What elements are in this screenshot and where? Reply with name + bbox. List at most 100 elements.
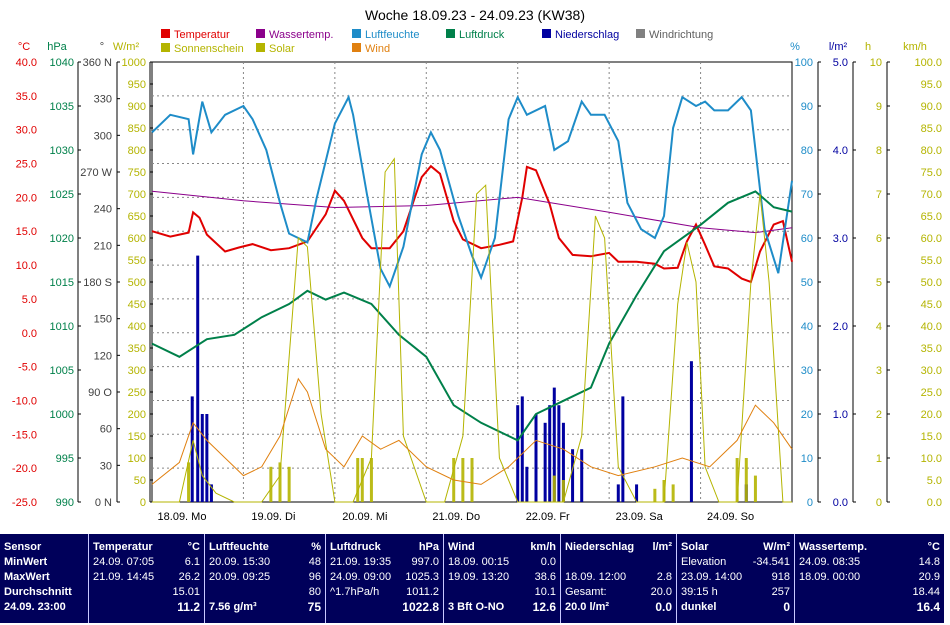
legend-swatch bbox=[446, 29, 455, 38]
table-cell-label: Gesamt: bbox=[565, 586, 607, 598]
table-row: ^1.7hPa/h 1011.2 bbox=[330, 585, 439, 600]
tick-label-wind_direction: 90 O bbox=[88, 387, 112, 399]
day-label: 21.09. Do bbox=[432, 511, 480, 523]
tick-label-wind_speed: 95.0 bbox=[921, 79, 942, 91]
tick-label-solar: 750 bbox=[128, 167, 146, 179]
table-column: Luftdruck hPa 21.09. 19:35 997.0 24.09. 09:0… bbox=[325, 534, 443, 623]
table-row: 80 bbox=[209, 585, 321, 600]
table-column: Sensor MinWert MaxWert Durchschnitt 24.09. 2… bbox=[0, 534, 88, 623]
rain-bar bbox=[196, 255, 200, 502]
day-label: 19.09. Di bbox=[251, 511, 295, 523]
day-label: 20.09. Mi bbox=[342, 511, 387, 523]
axis-unit-wind_direction: ° bbox=[100, 41, 104, 53]
table-cell-label: Sensor bbox=[4, 541, 42, 553]
tick-label-humidity: 60 bbox=[801, 233, 813, 245]
legend-swatch bbox=[256, 29, 265, 38]
table-cell-label: Solar bbox=[681, 541, 709, 553]
table-cell-value: -34.541 bbox=[752, 556, 790, 568]
table-cell-value: l/m² bbox=[652, 541, 672, 553]
tick-label-temperature: -15.0 bbox=[12, 429, 37, 441]
rain-bar bbox=[190, 396, 194, 502]
legend-label: Windrichtung bbox=[649, 29, 713, 41]
tick-label-solar: 400 bbox=[128, 321, 146, 333]
tick-label-sunshine: 8 bbox=[876, 145, 882, 157]
tick-label-sunshine: 2 bbox=[876, 409, 882, 421]
table-cell-value: °C bbox=[187, 541, 200, 553]
tick-label-humidity: 70 bbox=[801, 189, 813, 201]
tick-label-solar: 350 bbox=[128, 343, 146, 355]
table-cell-value: °C bbox=[927, 541, 940, 553]
tick-label-temperature: -25.0 bbox=[12, 497, 37, 509]
tick-label-pressure: 1010 bbox=[50, 321, 74, 333]
table-cell-value: 1025.3 bbox=[405, 571, 439, 583]
table-cell-value: 10.1 bbox=[534, 586, 556, 598]
table-cell-value: 14.8 bbox=[918, 556, 940, 568]
axis-unit-sunshine: h bbox=[865, 41, 871, 53]
rain-bar bbox=[205, 414, 209, 502]
tick-label-solar: 700 bbox=[128, 189, 146, 201]
rain-bar bbox=[557, 405, 561, 502]
tick-label-rain: 4.0 bbox=[833, 145, 848, 157]
sunshine-bar bbox=[269, 466, 273, 502]
tick-label-wind_speed: 65.0 bbox=[921, 211, 942, 223]
legend-swatch bbox=[352, 43, 361, 52]
table-row: 19.09. 13:20 38.6 bbox=[448, 570, 556, 585]
table-cell-value: 38.6 bbox=[534, 571, 556, 583]
table-row: 24.09. 23:00 bbox=[4, 600, 84, 615]
table-cell-value: 1011.2 bbox=[406, 586, 439, 598]
table-cell-label: Luftdruck bbox=[330, 541, 381, 553]
tick-label-temperature: 20.0 bbox=[16, 192, 37, 204]
axis-unit-rain: l/m² bbox=[829, 41, 848, 53]
table-cell-value: 20.9 bbox=[918, 571, 940, 583]
tick-label-sunshine: 5 bbox=[876, 277, 882, 289]
tick-label-wind_direction: 210 bbox=[94, 240, 112, 252]
tick-label-rain: 0.0 bbox=[833, 497, 848, 509]
tick-label-wind_speed: 100.0 bbox=[914, 57, 942, 69]
table-row: 23.09. 14:00 918 bbox=[681, 570, 790, 585]
rain-bar bbox=[200, 414, 204, 502]
tick-label-solar: 450 bbox=[128, 299, 146, 311]
table-column: Temperatur °C 24.09. 07:05 6.1 21.09. 14:45 2… bbox=[88, 534, 204, 623]
table-cell-value: 997.0 bbox=[411, 556, 439, 568]
tick-label-temperature: -5.0 bbox=[18, 362, 37, 374]
tick-label-pressure: 1015 bbox=[50, 277, 74, 289]
sunshine-bar bbox=[369, 458, 373, 502]
table-cell-value: 0 bbox=[783, 600, 790, 614]
tick-label-wind_speed: 55.0 bbox=[921, 255, 942, 267]
tick-label-solar: 50 bbox=[134, 475, 146, 487]
sunshine-bar bbox=[753, 475, 757, 502]
tick-label-sunshine: 10 bbox=[870, 57, 882, 69]
tick-label-wind_direction: 300 bbox=[94, 130, 112, 142]
table-cell-value: 1022.8 bbox=[402, 600, 439, 614]
table-cell-label: Temperatur bbox=[93, 541, 153, 553]
tick-label-sunshine: 6 bbox=[876, 233, 882, 245]
table-cell-label: 20.0 l/m² bbox=[565, 601, 610, 613]
series-line-luftdruck bbox=[151, 190, 793, 442]
tick-label-temperature: 30.0 bbox=[16, 125, 37, 137]
tick-label-wind_speed: 15.0 bbox=[921, 431, 942, 443]
sunshine-bar bbox=[735, 458, 739, 502]
table-row: 16.4 bbox=[799, 600, 940, 615]
table-row: 15.01 bbox=[93, 585, 200, 600]
tick-label-wind_speed: 85.0 bbox=[921, 123, 942, 135]
rain-bar bbox=[209, 484, 213, 502]
sunshine-bar bbox=[470, 458, 474, 502]
table-cell-label: 3 Bft O-NO bbox=[448, 601, 505, 613]
tick-label-solar: 150 bbox=[128, 431, 146, 443]
legend-swatch bbox=[256, 43, 265, 52]
rain-bar bbox=[616, 484, 620, 502]
table-row: Solar W/m² bbox=[681, 540, 790, 555]
table-row: 7.56 g/m³ 75 bbox=[209, 600, 321, 615]
weather-chart: Woche 18.09.23 - 24.09.23 (KW38) Tempera… bbox=[12, 7, 942, 523]
table-row: 24.09. 09:00 1025.3 bbox=[330, 570, 439, 585]
tick-label-solar: 300 bbox=[128, 365, 146, 377]
table-row: Sensor bbox=[4, 540, 84, 555]
table-cell-label: Niederschlag bbox=[565, 541, 635, 553]
table-row: Gesamt: 20.0 bbox=[565, 585, 672, 600]
rain-bar bbox=[689, 361, 693, 502]
table-row: 20.09. 15:30 48 bbox=[209, 555, 321, 570]
rain-bar bbox=[525, 466, 529, 502]
table-row: Wind km/h bbox=[448, 540, 556, 555]
tick-label-sunshine: 4 bbox=[876, 321, 882, 333]
tick-label-wind_direction: 0 N bbox=[95, 497, 112, 509]
